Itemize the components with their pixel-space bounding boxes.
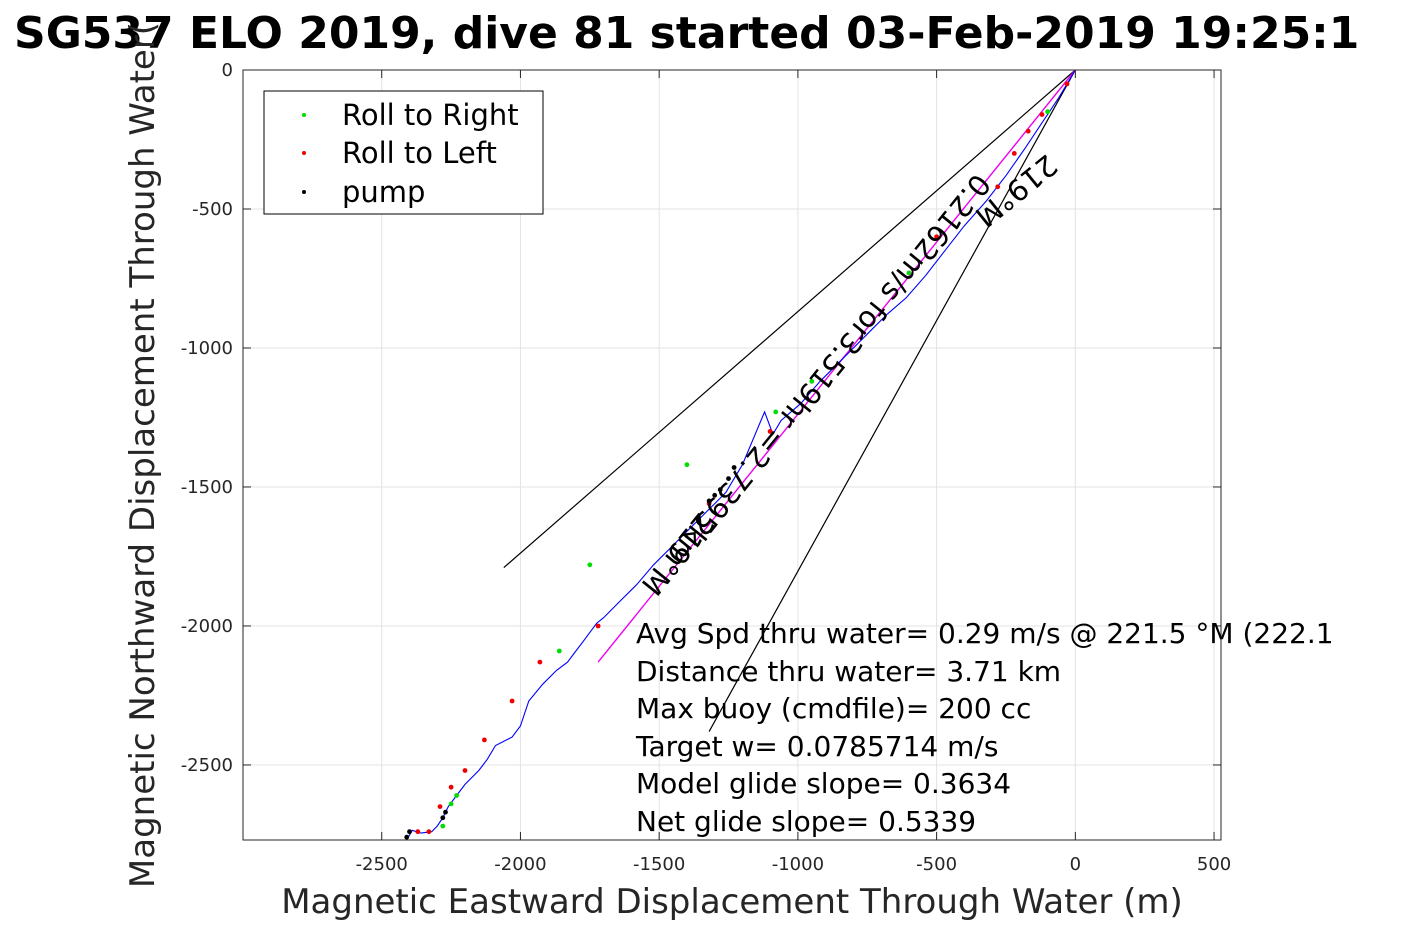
annotation-model-glide: Model glide slope= 0.3634 (636, 767, 1011, 800)
roll-left-point (1064, 81, 1070, 87)
chart-title: SG537 ELO 2019, dive 81 started 03-Feb-2… (14, 8, 1359, 59)
pump-point (440, 815, 446, 821)
legend-box (263, 90, 544, 215)
pump-point (407, 829, 412, 835)
y-tick-label: -1500 (181, 477, 233, 498)
cone-line-1 (708, 69, 1076, 732)
pump-point (712, 492, 718, 498)
legend-label-roll-right: Roll to Right (342, 98, 519, 132)
y-tick-label: -2000 (181, 616, 233, 637)
roll-left-point (462, 768, 468, 773)
plot-frame (242, 69, 1222, 841)
roll-left-point (448, 784, 454, 790)
pump-point (706, 498, 712, 504)
roll-left-point (482, 737, 487, 743)
x-tick-label: -2500 (356, 854, 408, 875)
roll-left-point (1025, 128, 1031, 134)
legend-marker-roll-left (302, 151, 306, 155)
x-tick-label: -1000 (772, 854, 824, 875)
roll-left-point (537, 659, 543, 665)
stats-annotations: Avg Spd thru water= 0.29 m/s @ 221.5 °M … (635, 617, 1334, 838)
y-tick-label: -500 (192, 199, 233, 220)
y-tick-label: -1000 (181, 338, 233, 359)
roll-left-point (415, 829, 421, 835)
roll-right-point (587, 562, 593, 568)
roll-left-point (767, 429, 773, 434)
roll-right-point (773, 409, 779, 415)
cone-line-0 (503, 69, 1076, 569)
annotation-target-w: Target w= 0.0785714 m/s (635, 730, 998, 763)
legend-marker-roll-right (302, 113, 306, 117)
legend-marker-pump (302, 190, 306, 194)
y-axis-label: Magnetic Northward Displacement Through … (123, 22, 163, 888)
roll-left-point (595, 623, 601, 629)
x-tick-label: 0 (1070, 854, 1081, 875)
roll-left-point (426, 829, 432, 835)
track-line (406, 69, 1076, 841)
pump-point (443, 809, 448, 815)
x-tick-label: 500 (1197, 854, 1231, 875)
roll-left-point (1039, 112, 1045, 117)
roll-left-point (995, 184, 1001, 190)
annotation-max-buoy: Max buoy (cmdfile)= 200 cc (636, 692, 1031, 725)
roll-right-point (440, 823, 446, 829)
x-tick-label: -1500 (633, 854, 685, 875)
pump-point (404, 834, 410, 840)
tick-labels: -2500 -2000 -1500 -1000 -500 0 500 0 -500 -1000 -1… (181, 60, 1232, 875)
annotation-avg-speed: Avg Spd thru water= 0.29 m/s @ 221.5 °M … (636, 617, 1334, 650)
annotation-distance: Distance thru water= 3.71 km (636, 655, 1061, 688)
legend: Roll to Right Roll to Left pump (263, 90, 544, 215)
pump-point (731, 465, 737, 470)
y-tick-label: 0 (222, 60, 233, 81)
roll-right-point (454, 793, 459, 798)
roll-left-point (509, 698, 515, 704)
annotation-net-glide: Net glide slope= 0.5339 (636, 805, 976, 838)
roll-left-point (1011, 151, 1017, 156)
x-axis-label: Magnetic Eastward Displacement Through W… (281, 882, 1183, 922)
roll-left-point (934, 234, 939, 240)
roll-right-point (556, 648, 562, 654)
x-tick-label: -500 (916, 854, 957, 875)
pump-point (717, 487, 723, 493)
roll-right-point (906, 270, 912, 276)
roll-right-point (684, 462, 690, 468)
pump-point (726, 476, 731, 481)
legend-label-roll-left: Roll to Left (342, 136, 497, 170)
data-layer (404, 69, 1076, 841)
y-tick-label: -2500 (181, 755, 233, 776)
roll-right-point (1045, 109, 1050, 115)
roll-right-point (448, 801, 454, 807)
roll-left-point (437, 804, 443, 809)
x-tick-label: -2000 (494, 854, 546, 875)
heading-line (597, 69, 1076, 663)
legend-label-pump: pump (342, 175, 425, 209)
roll-right-point (809, 378, 815, 384)
